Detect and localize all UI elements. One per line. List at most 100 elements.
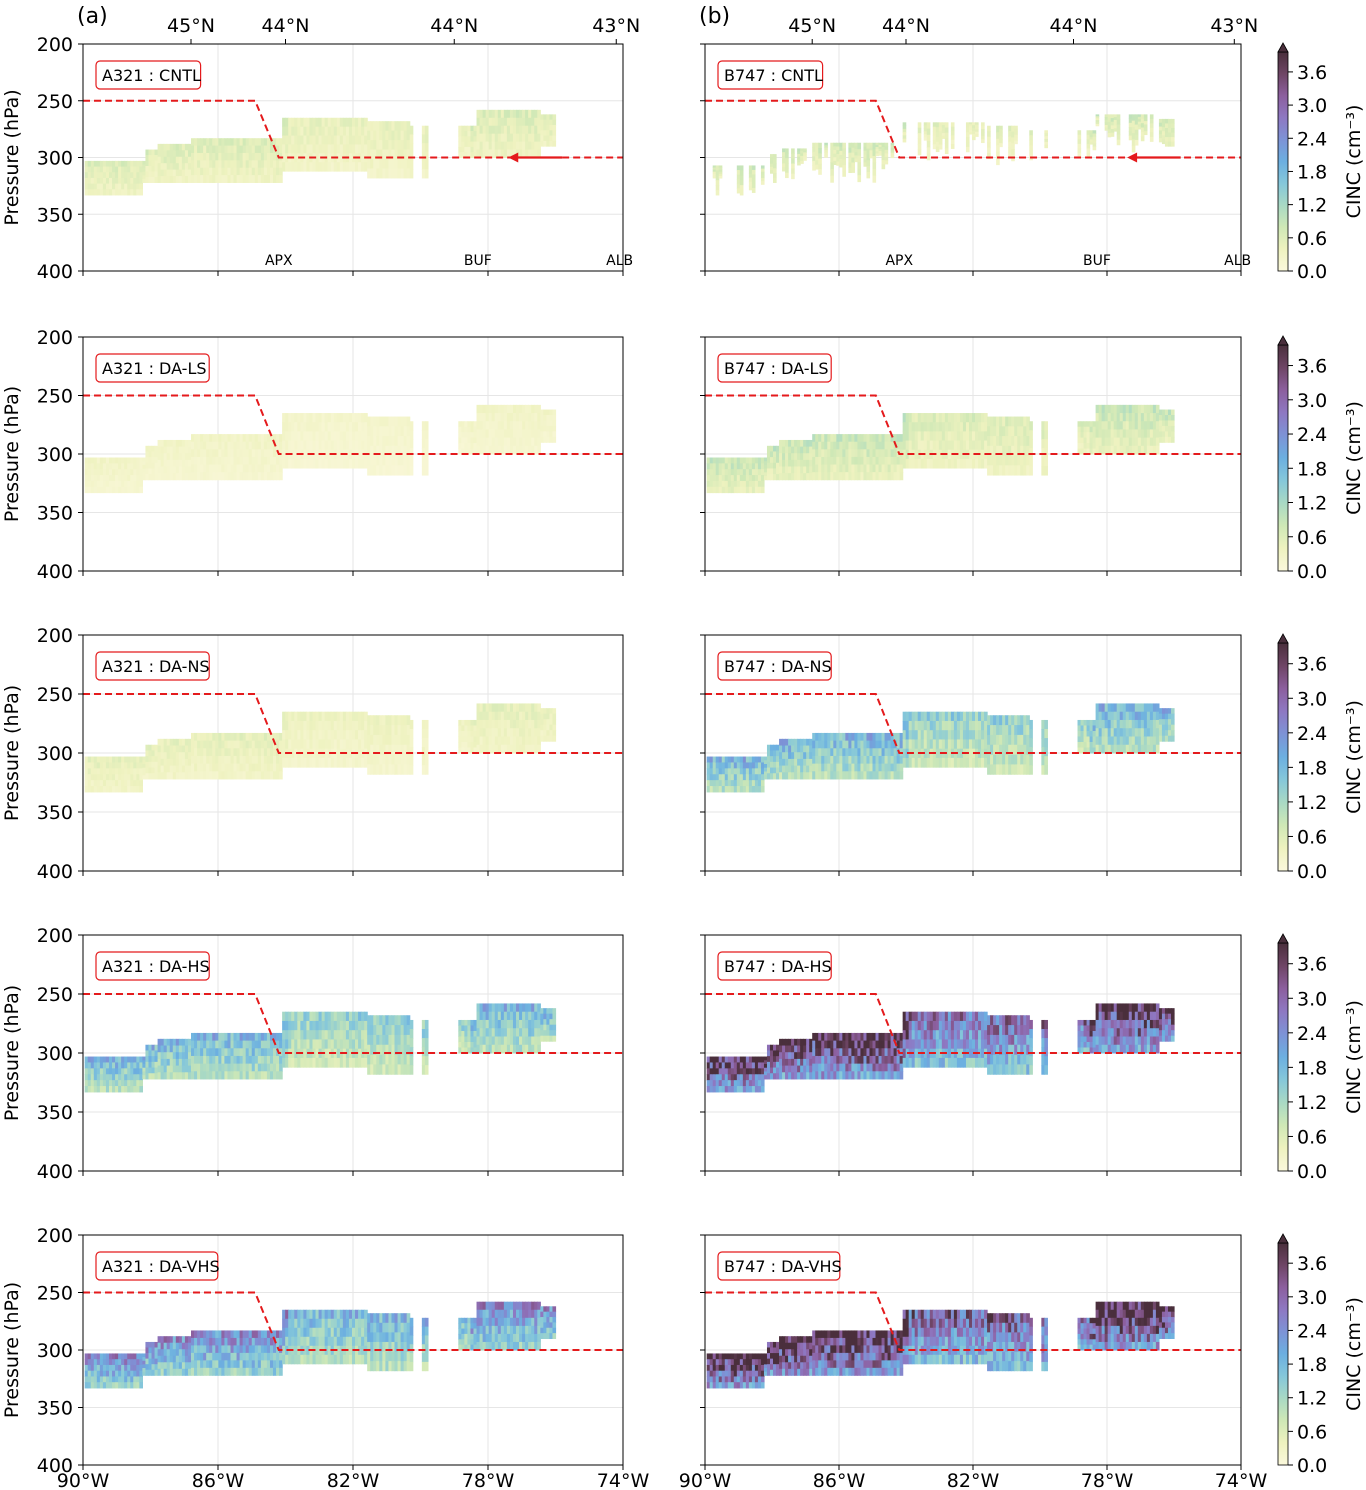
heatmap-cell — [818, 755, 822, 765]
heatmap-cell — [370, 159, 374, 169]
heatmap-cell — [938, 126, 943, 132]
heatmap-cell — [1101, 429, 1106, 439]
heatmap-cell — [863, 771, 868, 780]
heatmap-cell — [736, 469, 741, 476]
heatmap-cell — [1170, 137, 1175, 143]
heatmap-cell — [251, 472, 256, 481]
heatmap-cell — [809, 439, 813, 448]
heatmap-cell — [516, 736, 520, 746]
colorbar-tick-label: 1.2 — [1297, 792, 1327, 814]
heatmap-cell — [1140, 127, 1145, 133]
heatmap-cell — [727, 756, 732, 763]
heatmap-cell — [1113, 119, 1118, 124]
heatmap-cell — [512, 421, 517, 430]
heatmap-cell — [763, 764, 768, 769]
heatmap-cell — [1137, 445, 1142, 455]
heatmap-cell — [461, 141, 465, 148]
heatmap-cell — [102, 172, 107, 179]
heatmap-cell — [785, 752, 789, 760]
heatmap-cell — [1122, 711, 1127, 721]
heatmap-cell — [806, 765, 810, 773]
heatmap-cell — [1143, 127, 1148, 132]
station-label: BUF — [1083, 253, 1111, 269]
heatmap-cell — [881, 434, 886, 443]
heatmap-cell — [160, 163, 165, 171]
heatmap-cell — [1017, 455, 1021, 466]
heatmap-cell — [715, 165, 720, 171]
heatmap-cell — [833, 157, 837, 162]
heatmap-cell — [779, 752, 783, 760]
heatmap-cell — [712, 774, 717, 781]
heatmap-cell — [981, 132, 985, 137]
heatmap-cell — [273, 748, 277, 757]
heatmap-cell — [1005, 725, 1009, 736]
heatmap-cell — [1131, 133, 1136, 140]
heatmap-cell — [779, 765, 783, 773]
heatmap-cell — [757, 768, 762, 775]
heatmap-cell — [1014, 455, 1018, 466]
colorbar-tick-label: 2.4 — [1297, 128, 1327, 150]
heatmap-cell — [528, 421, 532, 430]
heatmap-cell — [1110, 132, 1115, 137]
heatmap-cell — [944, 711, 949, 722]
heatmap-cell — [303, 153, 308, 163]
heatmap-cell — [181, 176, 186, 183]
heatmap-cell — [421, 765, 426, 775]
heatmap-cell — [519, 421, 523, 430]
heatmap-cell — [748, 169, 753, 175]
heatmap-cell — [824, 434, 828, 443]
heatmap-cell — [516, 445, 520, 455]
heatmap-cell — [224, 160, 229, 169]
heatmap-cell — [221, 160, 226, 169]
heatmap-cell — [1170, 724, 1175, 731]
heatmap-cell — [339, 431, 344, 442]
heatmap-cell — [351, 117, 356, 128]
heatmap-cell — [932, 711, 937, 722]
heatmap-cell — [944, 143, 949, 149]
heatmap-cell — [812, 434, 816, 443]
heatmap-cell — [1023, 436, 1027, 447]
heatmap-cell — [1140, 131, 1145, 137]
heatmap-cell — [336, 458, 341, 469]
heatmap-cell — [494, 744, 499, 754]
heatmap-cell — [857, 441, 862, 450]
heatmap-cell — [187, 143, 192, 151]
heatmap-cell — [742, 463, 747, 470]
heatmap-cell — [546, 409, 551, 416]
heatmap-cell — [1086, 448, 1091, 455]
heatmap-cell — [769, 157, 774, 161]
heatmap-cell — [218, 175, 222, 183]
heatmap-cell — [1170, 415, 1175, 421]
heatmap-cell — [409, 143, 414, 153]
heatmap-cell — [528, 413, 532, 422]
heatmap-cell — [118, 177, 122, 185]
heatmap-cell — [1098, 429, 1103, 439]
heatmap-cell — [773, 163, 777, 169]
heatmap-cell — [869, 748, 874, 757]
heatmap-cell — [1128, 445, 1133, 455]
heatmap-cell — [218, 167, 222, 176]
heatmap-cell — [467, 448, 472, 455]
heatmap-cell — [266, 456, 271, 466]
heatmap-cell — [282, 153, 286, 163]
heatmap-cell — [965, 711, 970, 722]
heatmap-cell — [1008, 125, 1012, 132]
heatmap-cell — [133, 463, 137, 470]
heatmap-cell — [300, 135, 304, 145]
heatmap-cell — [965, 127, 970, 133]
heatmap-cell — [926, 449, 931, 460]
heatmap-cell — [968, 122, 973, 125]
heatmap-cell — [929, 422, 934, 432]
heatmap-cell — [706, 486, 711, 494]
heatmap-cell — [115, 786, 119, 793]
heatmap-cell — [1134, 728, 1139, 737]
heatmap-cell — [87, 475, 92, 482]
heatmap-cell — [519, 744, 523, 754]
heatmap-cell — [549, 130, 554, 137]
heatmap-cell — [987, 744, 991, 756]
heatmap-cell — [1005, 744, 1009, 756]
heatmap-cell — [1095, 429, 1100, 439]
heatmap-cell — [358, 458, 362, 469]
heatmap-cell — [715, 463, 720, 470]
